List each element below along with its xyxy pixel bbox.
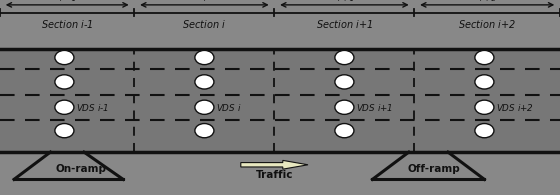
Ellipse shape [335,124,354,138]
Text: VDS $i$+2: VDS $i$+2 [496,102,534,113]
Text: Traffic: Traffic [256,170,293,181]
Ellipse shape [195,75,214,89]
Ellipse shape [55,124,74,138]
Text: VDS $i$-1: VDS $i$-1 [76,102,109,113]
Ellipse shape [335,50,354,65]
Text: VDS $i$+1: VDS $i$+1 [356,102,393,113]
Text: $l_i$: $l_i$ [201,0,208,4]
Text: Section $i$+2: Section $i$+2 [458,18,516,30]
Ellipse shape [55,75,74,89]
Text: $l_{i-1}$: $l_{i-1}$ [57,0,77,4]
Ellipse shape [475,100,494,114]
Ellipse shape [55,50,74,65]
Text: Off-ramp: Off-ramp [408,164,460,174]
Ellipse shape [475,124,494,138]
Ellipse shape [195,100,214,114]
Text: $l_{i+1}$: $l_{i+1}$ [334,0,354,4]
Text: $l_{i+2}$: $l_{i+2}$ [477,0,497,4]
Text: On-ramp: On-ramp [55,164,107,174]
Ellipse shape [195,124,214,138]
Text: Section $i$: Section $i$ [183,18,226,30]
Text: VDS $i$: VDS $i$ [216,102,241,113]
FancyArrow shape [241,160,308,169]
Ellipse shape [335,100,354,114]
Ellipse shape [55,100,74,114]
Bar [0,49,560,152]
Ellipse shape [475,75,494,89]
Ellipse shape [335,75,354,89]
Ellipse shape [195,50,214,65]
Text: Section $i$+1: Section $i$+1 [316,18,373,30]
Ellipse shape [475,50,494,65]
Text: Section $i$-1: Section $i$-1 [41,18,94,30]
